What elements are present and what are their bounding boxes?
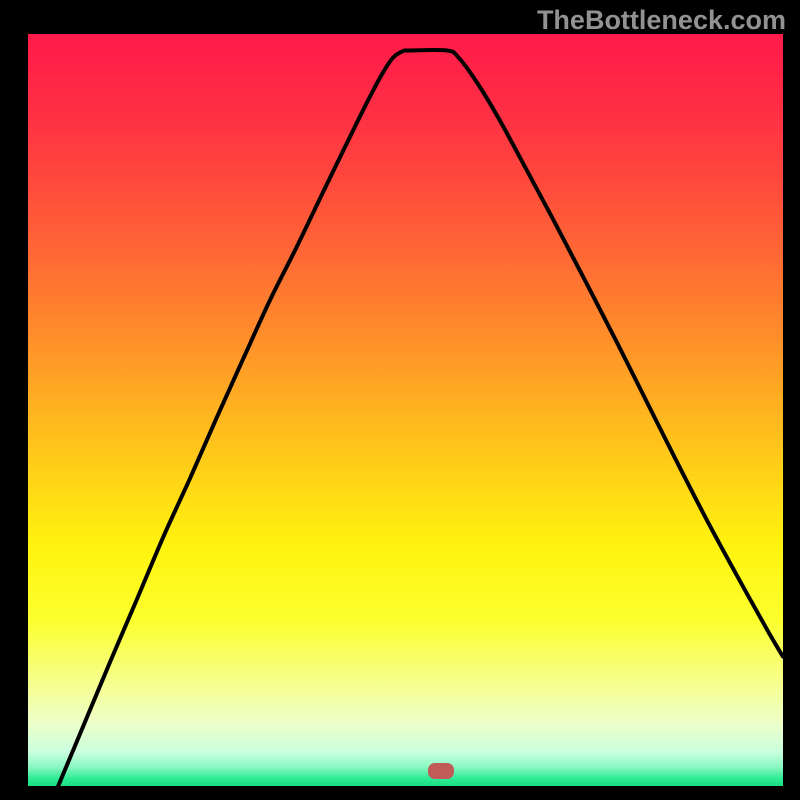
bottleneck-marker [428, 763, 454, 779]
plot-area [28, 34, 783, 786]
bottleneck-curve [28, 34, 783, 786]
watermark-text: TheBottleneck.com [537, 5, 786, 36]
